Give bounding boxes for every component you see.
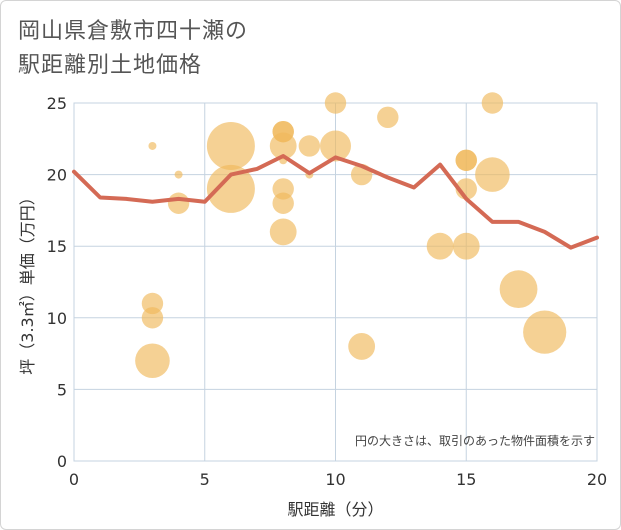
data-bubble: [475, 157, 510, 192]
y-tick-label: 20: [47, 166, 67, 185]
title-line-2: 駅距離別土地価格: [18, 53, 203, 78]
data-bubble: [377, 106, 399, 129]
bubbles: [135, 92, 567, 379]
x-tick-label: 0: [69, 470, 79, 489]
y-tick-label: 5: [57, 380, 67, 399]
data-bubble: [320, 130, 351, 162]
page-title: 岡山県倉敷市四十瀬の 駅距離別土地価格: [18, 15, 248, 83]
x-tick-label: 15: [456, 470, 476, 489]
title-line-1: 岡山県倉敷市四十瀬の: [18, 19, 249, 44]
data-bubble: [269, 218, 297, 246]
tick-labels: 0 5 10 15 20 0 5 10 15 20 25: [47, 94, 608, 489]
trend-line-layer: [72, 154, 599, 250]
data-bubble: [272, 192, 294, 214]
data-bubble: [348, 333, 376, 360]
data-bubble: [141, 307, 164, 329]
data-bubble: [148, 141, 157, 150]
average-price-line: [72, 154, 599, 250]
data-bubble: [481, 92, 504, 114]
y-axis-label: 坪（3.3㎡）単価（万円）: [18, 189, 37, 374]
data-bubble: [167, 192, 190, 214]
y-tick-label: 25: [47, 94, 67, 113]
x-tick-label: 5: [200, 470, 210, 489]
grid: [73, 102, 598, 462]
data-bubble: [455, 149, 477, 171]
y-tick-label: 10: [47, 309, 67, 328]
size-note: 円の大きさは、取引のあった物件面積を示す: [355, 433, 595, 448]
data-bubble: [324, 92, 347, 114]
data-bubble: [499, 270, 538, 309]
data-bubble: [523, 310, 567, 354]
x-axis-label: 駅距離（分）: [287, 500, 383, 519]
data-bubble: [206, 121, 255, 170]
x-tick-label: 20: [587, 470, 607, 489]
data-bubble: [426, 232, 454, 260]
data-bubble: [135, 343, 170, 379]
data-bubble: [206, 164, 255, 213]
data-bubble: [452, 232, 480, 260]
data-bubble: [298, 135, 321, 157]
y-tick-label: 15: [47, 237, 67, 256]
data-bubble: [269, 132, 297, 160]
data-bubble: [174, 170, 183, 179]
y-tick-label: 0: [57, 452, 67, 471]
x-tick-label: 10: [325, 470, 345, 489]
